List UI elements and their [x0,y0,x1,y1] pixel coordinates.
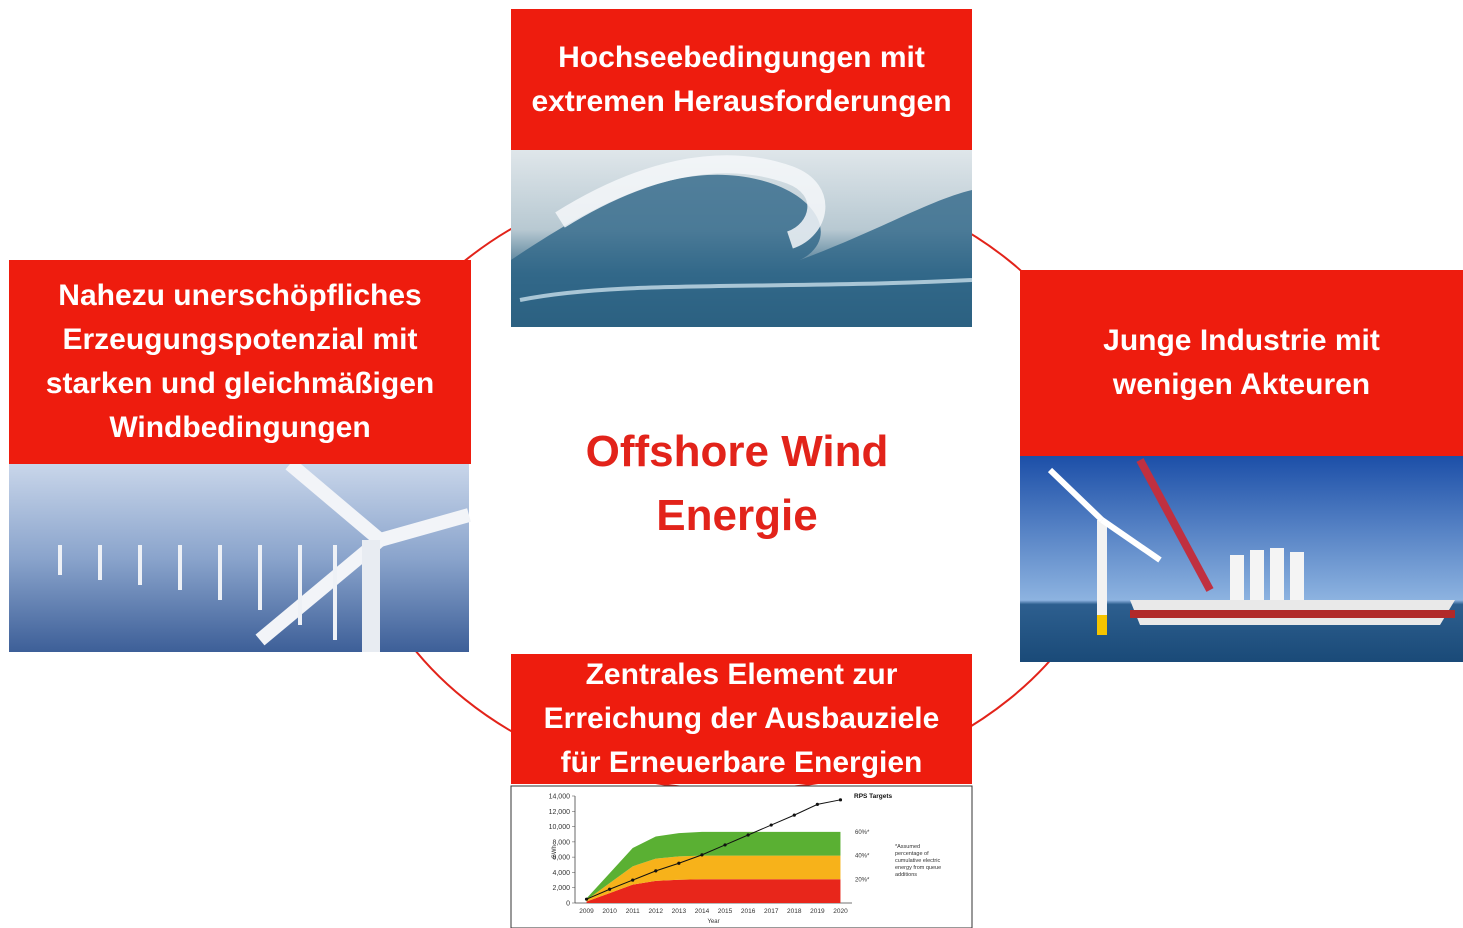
point [585,898,588,901]
y-tick-label: 12,000 [549,809,571,816]
text-line: Offshore Wind [540,420,934,484]
y-tick-label: 2,000 [552,885,570,892]
text-line: Hochseebedingungen mit [511,36,972,80]
point [631,878,634,881]
text-line: Erzeugungspotenzial mit [9,318,471,362]
text-line: Nahezu unerschöpfliches [9,274,471,318]
text-line: für Erneuerbare Energien [511,741,972,785]
wave-photo [511,150,972,327]
x-tick-label: 2019 [810,908,825,915]
text-line: Windbedingungen [9,406,471,450]
point [770,823,773,826]
x-tick-label: 2020 [833,908,848,915]
y-tick-label: 0 [566,901,570,908]
x-tick-label: 2009 [579,908,594,915]
note: additions [895,872,917,878]
point [700,853,703,856]
point [677,862,680,865]
series-label: 40%* [855,854,870,860]
point [839,798,842,801]
x-tick-label: 2010 [602,908,617,915]
point [654,869,657,872]
text-line: Erreichung der Ausbauziele [511,697,972,741]
text-line: Energie [540,484,934,548]
y-tick-label: 14,000 [549,794,571,801]
x-tick-label: 2018 [787,908,802,915]
x-tick-label: 2014 [695,908,710,915]
x-tick-label: 2013 [672,908,687,915]
x-tick-label: 2015 [718,908,733,915]
x-axis-label: Year [707,919,719,925]
point [608,888,611,891]
text-line: Junge Industrie mit [1020,319,1463,363]
note: energy from queue [895,865,941,871]
x-tick-label: 2012 [649,908,664,915]
y-axis-label: GWh [552,845,558,859]
text-line: wenigen Akteuren [1020,363,1463,407]
point [747,833,750,836]
x-tick-label: 2017 [764,908,779,915]
point [723,843,726,846]
note: percentage of [895,851,929,857]
note: *Assumed [895,844,920,850]
y-tick-label: 4,000 [552,870,570,877]
line-label: RPS Targets [854,793,893,800]
y-tick-label: 10,000 [549,824,571,831]
slide: 02,0004,0006,0008,00010,00012,00014,0002… [0,0,1463,928]
text-line: extremen Herausforderungen [511,80,972,124]
text-line: starken und gleichmäßigen [9,362,471,406]
turbine-photo [9,464,469,652]
note: cumulative electric [895,858,940,864]
x-tick-label: 2016 [741,908,756,915]
point [816,803,819,806]
text-line: Zentrales Element zur [511,653,972,697]
x-tick-label: 2011 [626,908,640,915]
series-label: 20%* [855,877,870,883]
series-label: 60%* [855,830,870,836]
point [793,814,796,817]
ship-photo [1020,456,1463,662]
